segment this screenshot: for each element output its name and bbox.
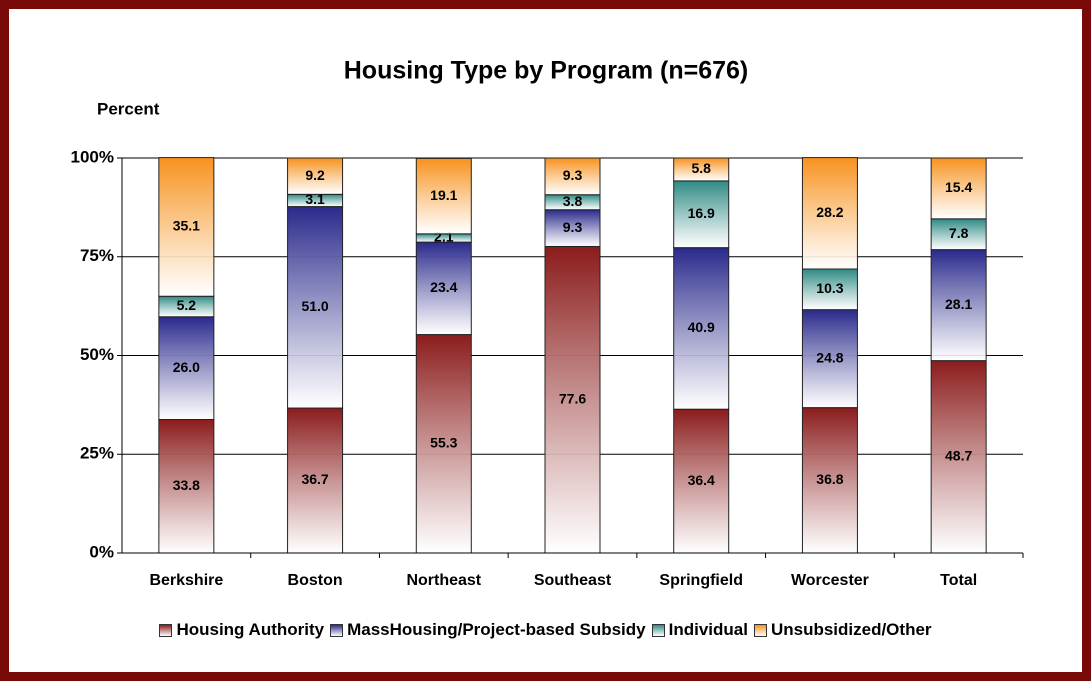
legend-item: Housing Authority [159,620,324,640]
legend-swatch [330,623,344,637]
legend-label: MassHousing/Project-based Subsidy [347,620,646,639]
data-label: 3.8 [563,193,583,209]
bar-segment [415,241,472,336]
x-tick-label: Southeast [534,572,612,589]
y-tick-label: 0% [89,542,114,561]
data-label: 3.1 [305,191,325,207]
bar-segment [801,407,858,554]
bar-segment [158,418,215,554]
x-tick-label: Total [940,572,977,589]
data-label: 24.8 [816,349,843,365]
x-tick-label: Berkshire [149,572,223,589]
data-label: 9.3 [563,219,583,235]
data-label: 35.1 [173,218,200,234]
bar-segment [287,407,344,554]
data-label: 5.2 [177,297,197,313]
data-label: 28.1 [945,296,972,312]
data-label: 36.4 [688,472,715,488]
data-label: 15.4 [945,179,972,195]
legend-item: Unsubsidized/Other [753,620,932,640]
bar-segment [415,334,472,554]
legend-item: MassHousing/Project-based Subsidy [330,620,646,640]
bar-segment [544,157,601,196]
x-tick-label: Boston [288,572,343,589]
y-tick-label: 50% [80,345,114,364]
data-label: 48.7 [945,448,972,464]
data-label: 9.2 [305,167,325,183]
bar-segment [158,316,215,420]
bar-segment [673,180,730,249]
bar-segment [544,209,601,247]
data-label: 19.1 [430,187,457,203]
data-label: 40.9 [688,319,715,335]
data-label: 7.8 [949,225,969,241]
bar-segment [673,408,730,554]
bar-segment [287,157,344,195]
legend-swatch [159,623,173,637]
legend-swatch [651,623,665,637]
data-label: 36.8 [816,471,843,487]
bar-segment [544,245,601,554]
y-tick-label: 75% [80,246,114,265]
data-label: 10.3 [816,280,843,296]
x-tick-label: Worcester [791,572,869,589]
legend-label: Individual [668,620,748,639]
y-tick-label: 25% [80,444,114,463]
bar-segment [930,218,987,251]
data-label: 28.2 [816,204,843,220]
data-label: 36.7 [301,471,328,487]
y-tick-label: 100% [71,147,114,166]
bar-segment [673,157,730,182]
bar-segment [801,157,858,270]
y-axis-label: Percent [97,99,160,118]
data-label: 33.8 [173,477,200,493]
data-label: 55.3 [430,434,457,450]
legend-item: Individual [651,620,748,640]
data-label: 26.0 [173,359,200,375]
data-label: 23.4 [430,279,457,295]
bar-segment [287,206,344,409]
data-label: 5.8 [691,160,711,176]
data-label: 77.6 [559,390,586,406]
bar-segment [158,157,215,297]
x-tick-label: Springfield [659,572,743,589]
legend-swatch [753,623,767,637]
bar-segment [801,268,858,311]
bar-segment [415,157,472,235]
x-tick-label: Northeast [406,572,481,589]
data-label: 51.0 [301,298,328,314]
bar-segment [930,249,987,362]
data-label: 9.3 [563,167,583,183]
bar-segment [930,157,987,220]
legend: Housing Authority MassHousing/Project-bas… [0,620,1091,640]
chart-title: Housing Type by Program (n=676) [344,57,748,85]
data-label: 16.9 [688,205,715,221]
legend-label: Unsubsidized/Other [770,620,932,639]
legend-label: Housing Authority [176,620,325,639]
